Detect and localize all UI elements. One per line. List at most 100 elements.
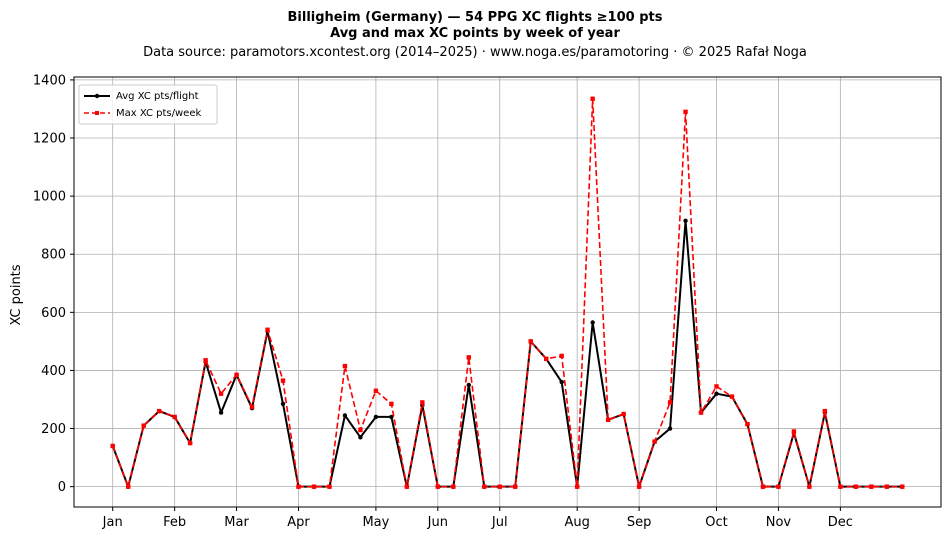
series-layer (110, 96, 905, 489)
data-point-max (218, 391, 224, 396)
x-tick-label: Apr (287, 515, 310, 530)
data-point-max (590, 96, 595, 101)
y-tick-label: 0 (58, 480, 66, 495)
data-point-max (621, 411, 626, 417)
data-point-max (884, 484, 890, 489)
chart-subtitle: Avg and max XC points by week of year (330, 26, 620, 41)
data-point-max (760, 484, 766, 489)
y-tick-label: 400 (41, 364, 66, 379)
data-point-max (559, 353, 564, 359)
data-point-max (342, 363, 348, 369)
data-point-max (822, 408, 828, 414)
data-point-avg (559, 379, 564, 385)
data-point-avg (683, 218, 688, 224)
data-point-max (807, 484, 812, 489)
data-point-avg (389, 414, 394, 420)
data-point-max (280, 378, 286, 383)
x-tick-label: Dec (828, 515, 853, 530)
data-point-max (482, 484, 487, 489)
data-point-max (358, 427, 363, 433)
data-point-avg (466, 382, 471, 388)
data-point-max (296, 484, 301, 489)
data-point-max (636, 484, 642, 489)
axes-frame (73, 76, 942, 508)
data-point-max (544, 356, 549, 362)
legend-max-marker (95, 111, 99, 115)
data-point-max (110, 443, 115, 449)
data-point-max (605, 417, 611, 423)
x-tick-label: Mar (224, 515, 249, 530)
x-tick-label: Sep (627, 515, 652, 530)
series-line-max (111, 97, 903, 488)
data-point-max (776, 484, 781, 489)
data-point-max (327, 484, 332, 489)
chart-source-line: Data source: paramotors.xcontest.org (20… (143, 45, 807, 60)
legend-avg-label: Avg XC pts/flight (116, 91, 199, 102)
x-tick-label: Jan (102, 515, 123, 530)
x-tick-label: May (362, 515, 389, 530)
x-tick-label: Nov (766, 515, 792, 530)
x-tick-label: Feb (163, 515, 186, 530)
y-tick-label: 1200 (33, 132, 66, 147)
data-point-max (420, 400, 425, 405)
data-point-max (667, 400, 673, 405)
chart-title: Billigheim (Germany) — 54 PPG XC flights… (288, 10, 663, 25)
y-tick-label: 1400 (33, 73, 66, 88)
data-point-max (574, 484, 580, 489)
y-tick-label: 200 (41, 422, 66, 437)
data-point-max (791, 429, 797, 434)
data-point-avg (590, 320, 595, 325)
data-point-max (528, 339, 533, 344)
data-point-max (466, 355, 471, 360)
x-tick-label: Jul (491, 515, 508, 530)
data-point-avg (280, 401, 286, 407)
data-point-max (729, 394, 735, 399)
data-point-max (187, 440, 193, 446)
data-point-avg (218, 410, 224, 415)
data-point-max (311, 484, 317, 489)
data-point-avg (373, 414, 379, 420)
data-point-max (714, 384, 719, 389)
data-point-max (853, 484, 859, 489)
data-point-avg (358, 435, 363, 440)
legend-max-label: Max XC pts/week (116, 108, 201, 119)
data-point-max (373, 388, 379, 393)
data-point-max (234, 372, 239, 378)
data-point-max (869, 484, 874, 489)
data-point-max (838, 484, 843, 489)
data-point-avg (342, 413, 348, 418)
tick-layer: Jan Feb Mar Apr May Jun Jul Aug Sep Oct Nov Dec 0 200… (33, 73, 853, 530)
data-point-avg (714, 391, 719, 396)
x-tick-label: Oct (705, 515, 727, 530)
data-point-max (203, 358, 208, 363)
data-point-max (389, 401, 394, 407)
data-point-max (125, 484, 131, 489)
legend: Avg XC pts/flight Max XC pts/week (78, 84, 218, 125)
y-axis-label: XC points (9, 264, 24, 325)
y-tick-label: 800 (41, 248, 66, 263)
data-point-max (745, 421, 750, 427)
data-point-max (451, 484, 456, 489)
data-point-max (652, 439, 657, 444)
legend-box (78, 84, 218, 125)
legend-avg-marker (94, 93, 100, 99)
data-point-max (404, 484, 410, 489)
x-tick-label: Aug (564, 515, 589, 530)
x-tick-label: Jun (427, 515, 448, 530)
data-point-max (435, 484, 441, 489)
data-point-max (900, 484, 905, 489)
y-tick-label: 1000 (33, 190, 66, 205)
data-point-max (141, 423, 146, 428)
data-point-max (497, 484, 502, 489)
data-point-max (683, 109, 688, 115)
plot-area (73, 76, 942, 508)
data-point-max (698, 410, 704, 415)
series-line-avg (111, 219, 903, 488)
data-point-max (249, 404, 255, 409)
y-tick-label: 600 (41, 306, 66, 321)
data-point-avg (667, 426, 673, 431)
grid-lines (74, 77, 941, 507)
data-point-max (513, 484, 518, 489)
data-point-max (265, 327, 270, 332)
